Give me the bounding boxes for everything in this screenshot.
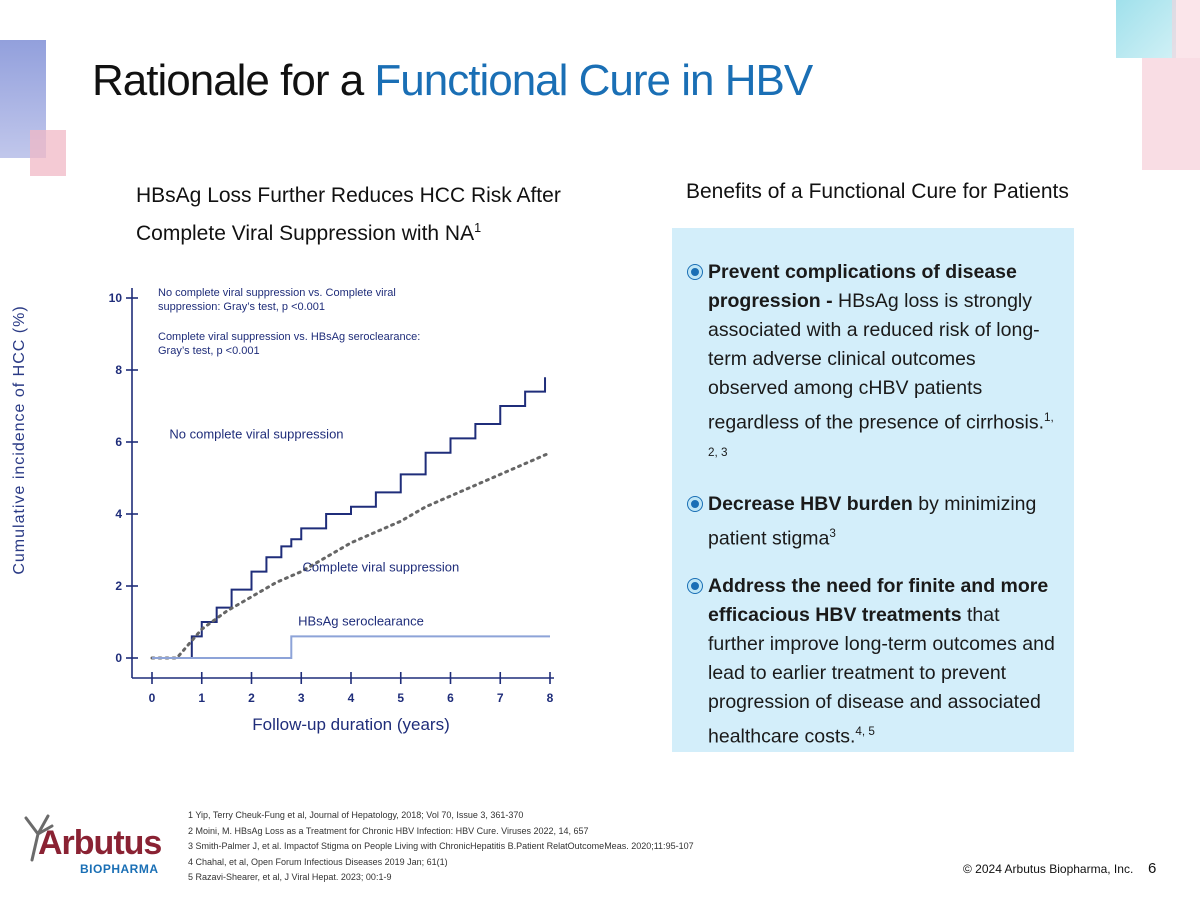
chart-y-axis-label: Cumulative incidence of HCC (%) — [11, 305, 28, 575]
slide-title: Rationale for a Functional Cure in HBV — [92, 56, 813, 106]
reference-item: 4 Chahal, et al, Open Forum Infectious D… — [188, 856, 448, 867]
x-axis-label: Follow-up duration (years) — [252, 715, 449, 734]
benefit-ref: 3 — [829, 527, 836, 540]
references: 1 Yip, Terry Cheuk-Fung et al, Journal o… — [188, 808, 694, 886]
annotation-line: suppression: Gray’s test, p <0.001 — [158, 301, 325, 313]
y-tick-label: 8 — [115, 363, 122, 377]
chart-heading-line2-text: Complete Viral Suppression with NA — [136, 222, 475, 245]
benefits-box: Prevent complications of disease progres… — [672, 228, 1074, 752]
benefit-bold: Prevent complications of disease progres… — [708, 261, 1017, 312]
benefit-text: that further improve long-term outcomes … — [708, 603, 1055, 748]
y-tick-label: 4 — [115, 507, 122, 521]
x-tick-label: 1 — [198, 691, 205, 705]
chart-y-axis-label-wrap: Cumulative incidence of HCC (%) — [10, 270, 30, 610]
logo-subtitle: BIOPHARMA — [80, 862, 159, 876]
benefit-ref: 4, 5 — [855, 724, 875, 738]
x-tick-label: 6 — [447, 691, 454, 705]
reference-item: 5 Razavi-Shearer, et al, J Viral Hepat. … — [188, 872, 392, 882]
series-label-0: No complete viral suppression — [169, 426, 343, 441]
bullet-dot-icon — [688, 578, 702, 593]
chart-heading-ref: 1 — [474, 221, 482, 235]
arbutus-logo: Arbutus BIOPHARMA — [12, 812, 162, 882]
series-line-1 — [150, 451, 552, 660]
decor-square-left — [30, 130, 66, 176]
y-tick-label: 6 — [115, 435, 122, 449]
series-label-2: HBsAg seroclearance — [298, 614, 424, 629]
reference-item: 3 Smith-Palmer J, et al. Impactof Stigma… — [188, 841, 694, 851]
title-main: Rationale for a — [92, 56, 375, 105]
series-label-1: Complete viral suppression — [302, 560, 459, 575]
chart-heading-line2: Complete Viral Suppression with NA1 — [136, 212, 596, 250]
x-tick-label: 2 — [248, 691, 255, 705]
decor-square-top-right — [1116, 0, 1176, 58]
reference-item: 2 Moini, M. HBsAg Loss as a Treatment fo… — [188, 825, 589, 836]
hcc-incidence-chart: 0 2 4 6 8 10 0 1 2 3 4 5 6 7 8 Follow-up duration (year… — [80, 270, 580, 750]
arbutus-tree-icon — [24, 814, 54, 862]
y-tick-label: 0 — [115, 651, 122, 665]
benefit-text: by minimizing patient stigma — [708, 493, 1037, 550]
x-tick-label: 4 — [348, 691, 355, 705]
chart-heading-line1: HBsAg Loss Further Reduces HCC Risk Afte… — [136, 184, 561, 207]
x-tick-label: 5 — [397, 691, 404, 705]
x-tick-label: 8 — [547, 691, 554, 705]
x-tick-label: 0 — [149, 691, 156, 705]
benefit-text: HBsAg loss is strongly associated with a… — [708, 290, 1044, 434]
decor-bar-right — [1142, 58, 1200, 170]
annotation-line: Gray’s test, p <0.001 — [158, 345, 260, 357]
reference-item: 1 Yip, Terry Cheuk-Fung et al, Journal o… — [188, 810, 524, 820]
chart-svg: 0 2 4 6 8 10 0 1 2 3 4 5 6 7 8 Follow-up duration (year… — [109, 287, 554, 734]
x-tick-label: 3 — [298, 691, 305, 705]
logo-wordmark: Arbutus — [38, 824, 162, 862]
x-tick-label: 7 — [497, 691, 504, 705]
bullet-dot-icon — [688, 497, 702, 511]
y-tick-label: 10 — [109, 291, 123, 305]
series-line-2 — [152, 635, 550, 659]
copyright: © 2024 Arbutus Biopharma, Inc. — [963, 862, 1134, 876]
annotation-line: Complete viral suppression vs. HBsAg ser… — [158, 331, 420, 343]
series-line-0 — [152, 377, 547, 659]
title-accent: Functional Cure in HBV — [374, 56, 813, 105]
benefit-ref: 1, 2, 3 — [708, 411, 1054, 459]
chart-heading: HBsAg Loss Further Reduces HCC Risk Afte… — [136, 180, 596, 250]
benefit-bold: Address the need for finite and more eff… — [708, 574, 1049, 626]
annotation-line: No complete viral suppression vs. Comple… — [158, 287, 396, 299]
decor-strip-right — [1172, 0, 1200, 58]
benefits-heading: Benefits of a Functional Cure for Patien… — [686, 180, 1069, 203]
benefit-item-complications: Prevent complications of disease progres… — [688, 258, 1060, 472]
page-number: 6 — [1148, 860, 1157, 877]
benefit-item-treatments: Address the need for finite and more eff… — [688, 572, 1060, 752]
benefit-item-burden: Decrease HBV burden by minimizing patien… — [688, 490, 1060, 554]
benefit-bold: Decrease HBV burden — [708, 493, 913, 515]
y-tick-label: 2 — [115, 579, 122, 593]
bullet-dot-icon — [688, 265, 702, 279]
